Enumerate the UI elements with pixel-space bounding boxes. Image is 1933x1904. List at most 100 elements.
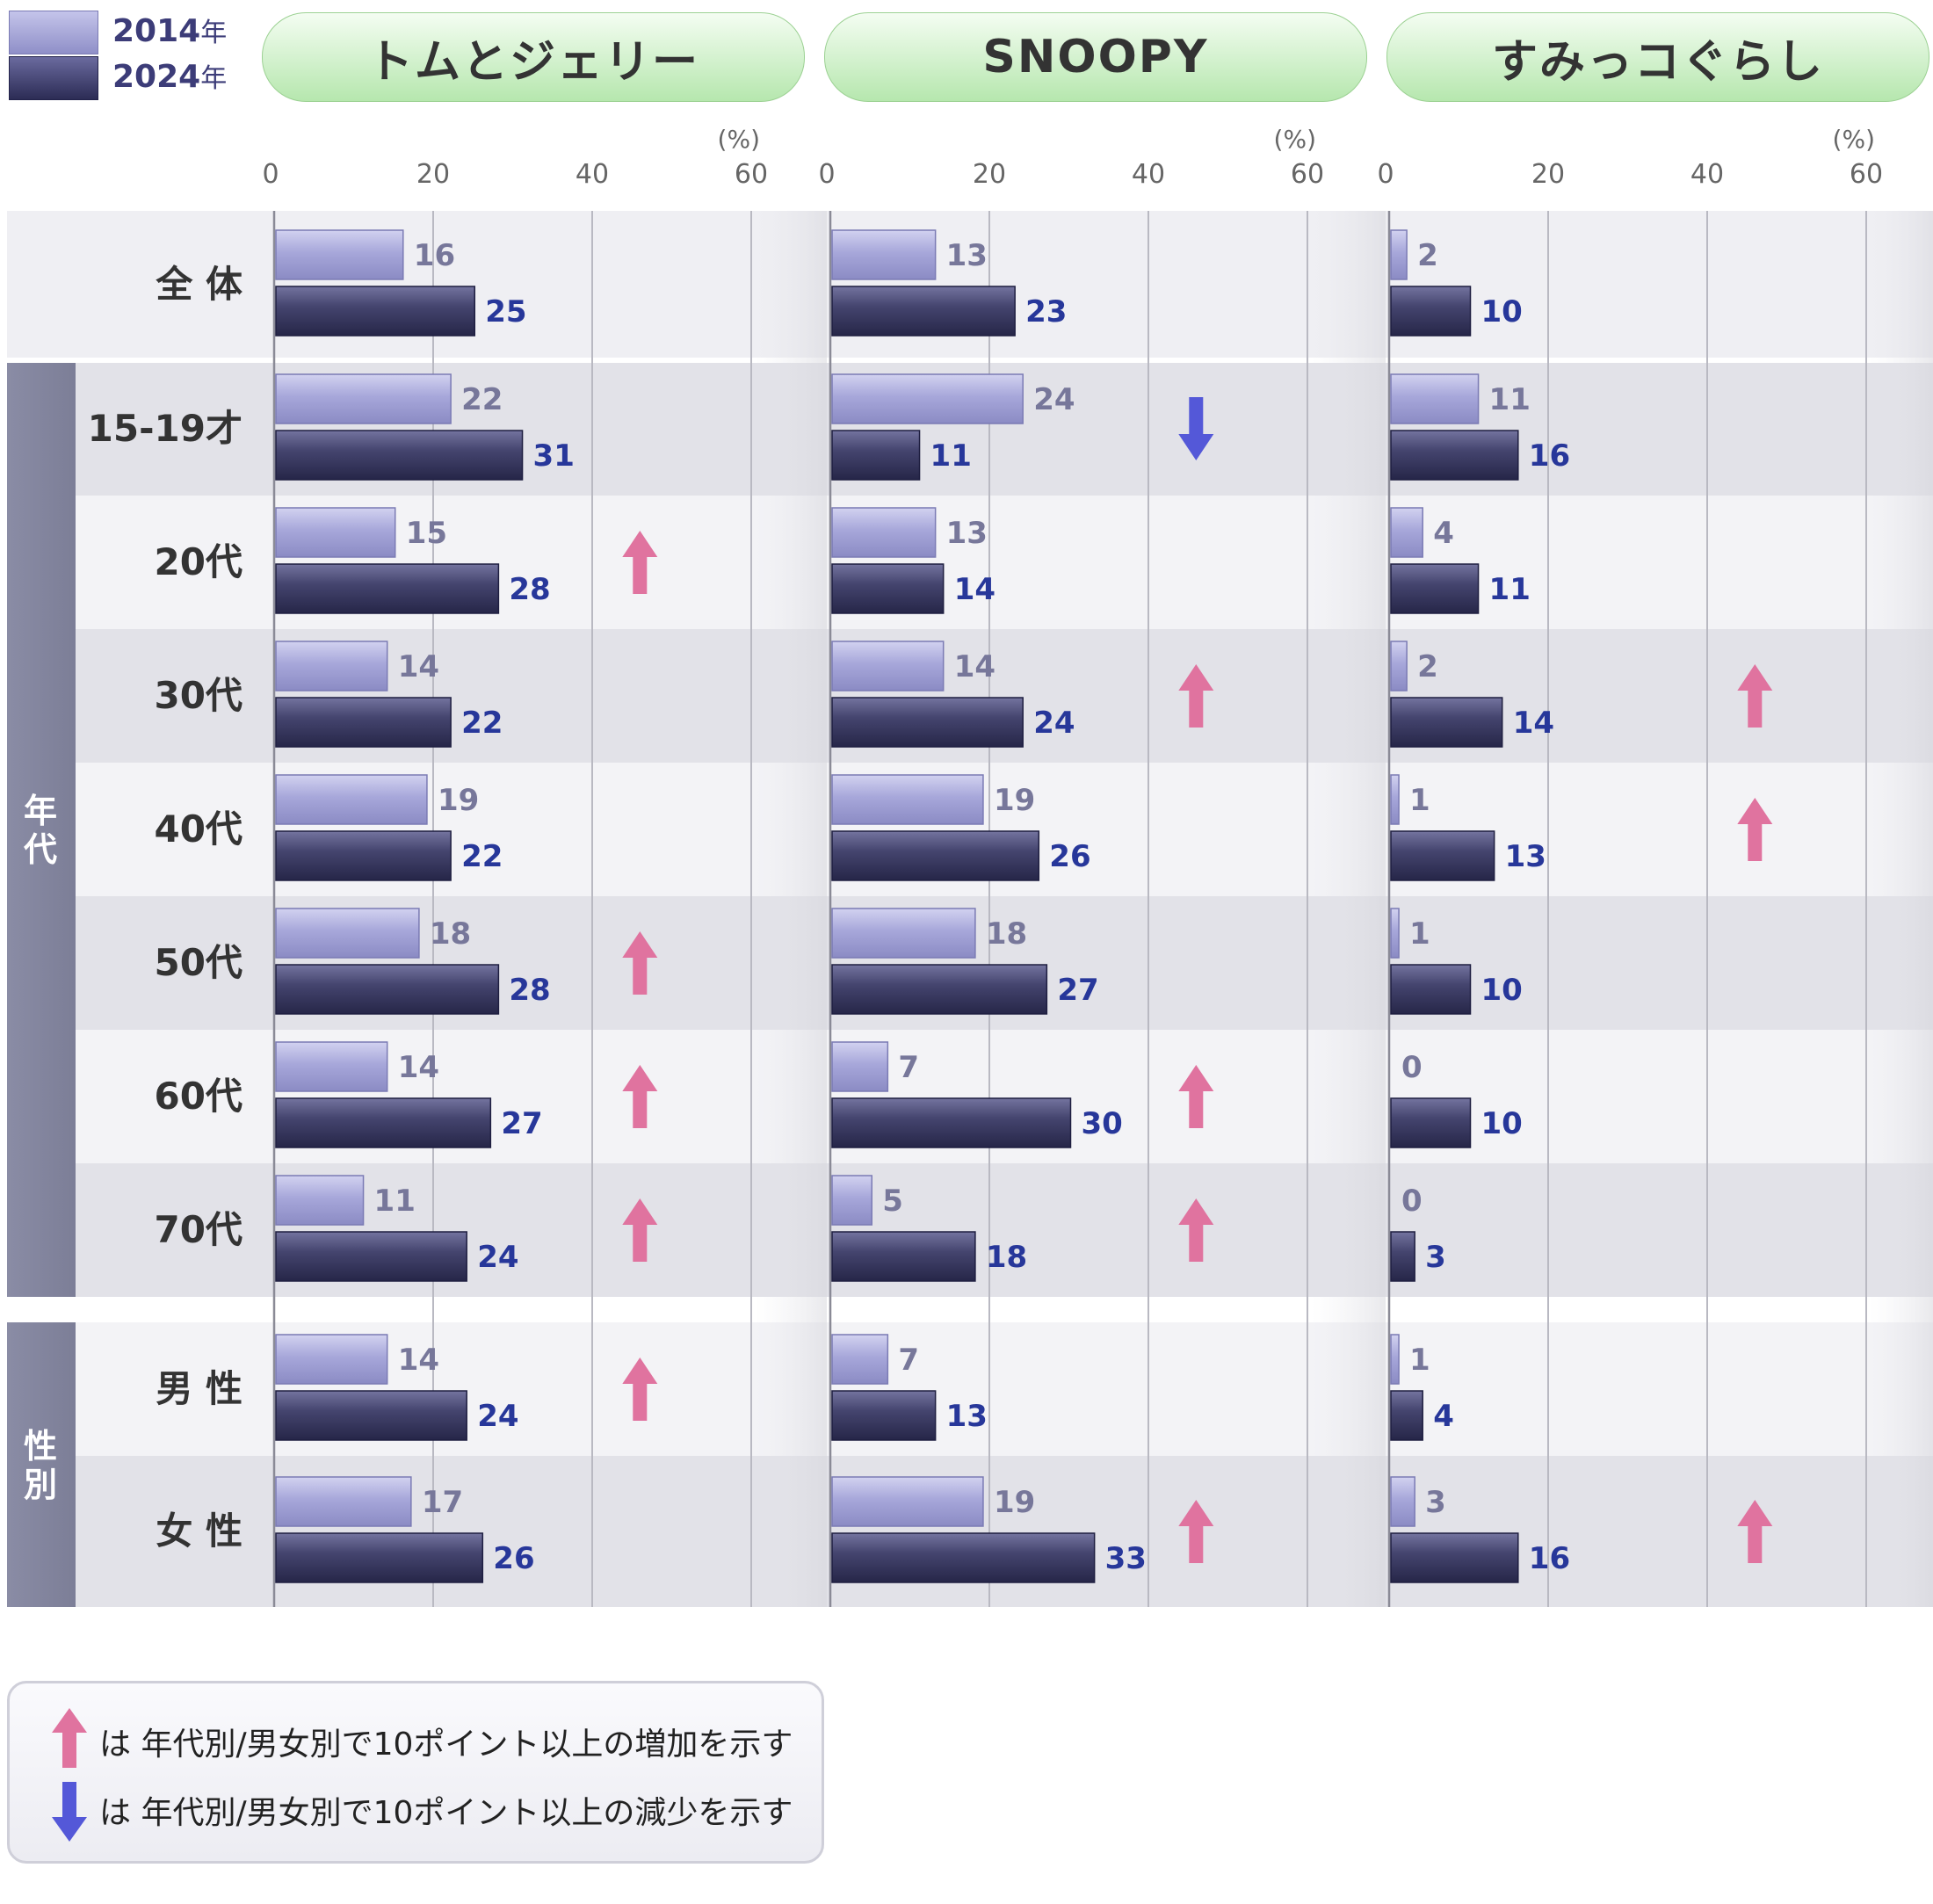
increase-arrow-icon (622, 931, 658, 995)
data-label-2014: 14 (398, 1343, 439, 1378)
data-label-2024: 11 (1489, 572, 1531, 607)
increase-arrow-icon (622, 1198, 658, 1262)
note-up-arrow-icon (52, 1708, 87, 1768)
increase-arrow-icon (1178, 1500, 1214, 1563)
data-label-2024: 27 (1057, 973, 1098, 1008)
bar-2014 (1390, 641, 1408, 691)
increase-arrow-icon (1737, 1500, 1773, 1563)
data-label-2024: 10 (1481, 1106, 1523, 1141)
data-label-2014: 11 (374, 1184, 416, 1219)
bar-2024 (831, 1532, 1096, 1583)
data-label-2024: 13 (946, 1399, 988, 1434)
data-label-2024: 14 (1513, 706, 1554, 741)
bar-2024 (1390, 286, 1472, 337)
bar-2024 (1390, 1097, 1472, 1148)
data-label-2024: 33 (1105, 1541, 1147, 1576)
bar-2024 (1390, 1231, 1415, 1282)
data-label-2014: 13 (946, 238, 988, 273)
x-tick-label: 40 (1690, 159, 1724, 190)
bar-2024 (275, 430, 524, 481)
legend-label-2014: 2014年 (112, 13, 228, 49)
data-label-2014: 3 (1425, 1485, 1446, 1520)
data-label-2014: 13 (946, 516, 988, 551)
bar-2014 (831, 229, 937, 280)
data-label-2014: 2 (1417, 238, 1438, 273)
note-down-arrow-icon (52, 1782, 87, 1842)
bar-2024 (275, 830, 452, 881)
data-label-2024: 10 (1481, 294, 1523, 329)
group-label-sex: 別 (24, 1466, 57, 1504)
bar-2024 (1390, 830, 1495, 881)
data-label-2014: 11 (1489, 382, 1531, 417)
bar-2024 (831, 964, 1048, 1015)
bar-2014 (831, 1041, 889, 1092)
note-increase: は 年代別/男女別で10ポイント以上の増加を示す (99, 1727, 793, 1763)
bar-2014 (831, 373, 1024, 424)
category-label: 全 体 (155, 263, 243, 306)
bar-2024 (831, 286, 1016, 337)
category-label: 女 性 (156, 1509, 243, 1553)
data-label-2014: 19 (438, 783, 479, 818)
bar-2024 (831, 430, 921, 481)
data-label-2014: 14 (398, 649, 439, 684)
bar-2024 (275, 697, 452, 748)
bar-2024 (275, 1390, 467, 1441)
bar-2024 (1390, 430, 1519, 481)
bar-2024 (275, 563, 500, 614)
group-label-age: 代 (24, 830, 57, 869)
category-label: 40代 (155, 807, 243, 851)
decrease-arrow-icon (1178, 397, 1214, 460)
bar-2014 (275, 641, 388, 691)
data-label-2014: 0 (1401, 1050, 1423, 1085)
bar-2014 (831, 507, 937, 558)
group-band-sex (7, 1322, 76, 1607)
bar-2014 (275, 1334, 388, 1385)
data-label-2024: 30 (1082, 1106, 1123, 1141)
data-label-2014: 19 (994, 1485, 1035, 1520)
data-label-2014: 1 (1409, 1343, 1430, 1378)
bar-2014 (831, 1175, 872, 1226)
panel-edge-shade (755, 211, 827, 1607)
data-label-2014: 0 (1401, 1184, 1423, 1219)
data-label-2014: 14 (398, 1050, 439, 1085)
bar-2014 (1390, 507, 1423, 558)
increase-arrow-icon (622, 1065, 658, 1128)
increase-arrow-icon (622, 531, 658, 594)
x-tick-label: 0 (818, 159, 835, 190)
data-label-2024: 14 (954, 572, 995, 607)
bar-2014 (275, 373, 452, 424)
panel-edge-shade (1870, 211, 1933, 1607)
x-tick-label: 0 (262, 159, 279, 190)
data-label-2024: 10 (1481, 973, 1523, 1008)
bar-2024 (1390, 964, 1472, 1015)
bar-2014 (831, 774, 984, 825)
bar-2024 (831, 830, 1040, 881)
group-band-age (7, 362, 76, 1297)
increase-arrow-icon (622, 1357, 658, 1421)
bar-2024 (831, 1390, 937, 1441)
data-label-2014: 2 (1417, 649, 1438, 684)
data-label-2024: 25 (485, 294, 526, 329)
increase-arrow-icon (1178, 664, 1214, 728)
bar-2024 (1390, 697, 1503, 748)
bar-2014 (1390, 908, 1400, 959)
data-label-2014: 17 (422, 1485, 463, 1520)
data-label-2024: 22 (461, 839, 503, 874)
data-label-2024: 24 (477, 1399, 518, 1434)
data-label-2024: 18 (986, 1240, 1027, 1275)
x-tick-label: 20 (973, 159, 1006, 190)
bar-2014 (275, 774, 428, 825)
bar-2014 (1390, 373, 1480, 424)
bar-2014 (275, 908, 420, 959)
bar-2014 (275, 229, 404, 280)
increase-arrow-icon (1737, 664, 1773, 728)
group-label-sex: 性 (24, 1427, 57, 1466)
legend-label-2024: 2024年 (112, 59, 228, 95)
data-label-2014: 15 (406, 516, 447, 551)
data-label-2014: 7 (898, 1050, 919, 1085)
bar-2024 (275, 1532, 484, 1583)
bar-2014 (831, 908, 976, 959)
category-label: 15-19才 (88, 407, 243, 450)
increase-arrow-icon (1737, 798, 1773, 861)
